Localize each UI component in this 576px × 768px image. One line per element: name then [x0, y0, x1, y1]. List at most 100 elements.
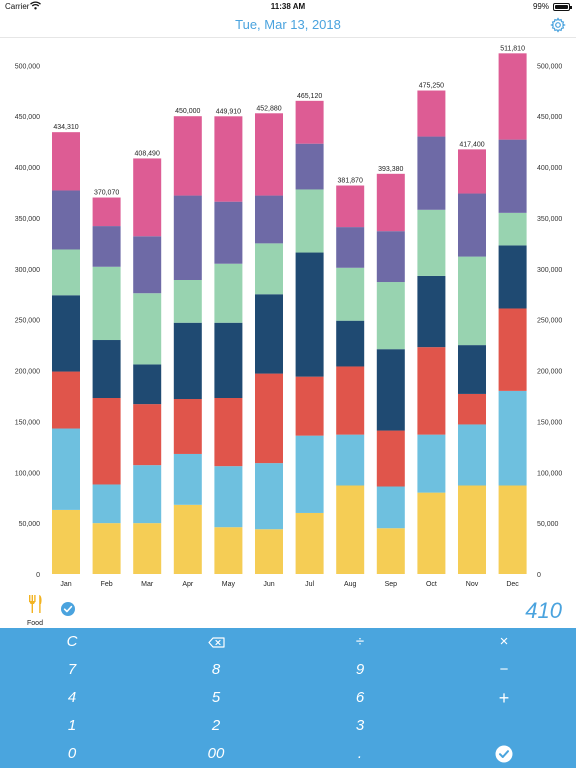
- battery-icon: [553, 3, 572, 11]
- key-8[interactable]: 8: [211, 661, 221, 678]
- bar-segment-apr-0: [173, 504, 202, 574]
- bar-segment-mar-4: [133, 293, 162, 365]
- bar-segment-mar-1: [133, 465, 162, 524]
- status-time: 11:38 AM: [270, 2, 306, 11]
- bar-segment-jun-5: [255, 195, 283, 244]
- key-0[interactable]: 0: [67, 745, 77, 762]
- bar-total-label: 370,070: [94, 190, 119, 197]
- key-9[interactable]: 9: [355, 661, 365, 678]
- y-tick-label-left: 500,000: [15, 63, 40, 70]
- bar-segment-sep-2: [376, 430, 405, 487]
- bar-segment-may-4: [214, 263, 243, 323]
- key-confirm[interactable]: [432, 740, 576, 768]
- key-4[interactable]: 4: [67, 689, 77, 706]
- bar-segment-jan-3: [52, 295, 80, 372]
- bar-segment-jun-0: [255, 529, 283, 574]
- key-2[interactable]: 2: [211, 717, 221, 734]
- bar-segment-nov-5: [458, 193, 486, 257]
- bar-segment-dec-3: [498, 245, 527, 309]
- bar-segment-sep-5: [376, 231, 405, 283]
- bar-segment-jan-5: [52, 190, 80, 250]
- bar-segment-aug-5: [336, 227, 365, 268]
- key-00[interactable]: 00: [207, 745, 225, 762]
- carrier-label: Carrier: [5, 2, 30, 11]
- key-6[interactable]: 6: [355, 689, 365, 706]
- category-label: Food: [27, 620, 43, 627]
- bar-segment-jun-1: [255, 463, 283, 530]
- y-tick-label-right: 300,000: [537, 267, 562, 274]
- y-tick-label-right: 50,000: [537, 521, 559, 528]
- x-tick-label: Jul: [305, 581, 314, 588]
- bar-segment-jan-0: [52, 509, 80, 574]
- key-7[interactable]: 7: [67, 661, 77, 678]
- bar-segment-oct-3: [417, 275, 446, 348]
- y-tick-label-right: 0: [537, 572, 541, 579]
- bar-total-label: 449,910: [216, 108, 241, 115]
- key-minus[interactable]: −: [499, 661, 509, 678]
- bar-segment-nov-1: [458, 424, 486, 486]
- bar-total-label: 452,880: [256, 105, 281, 112]
- bar-segment-oct-2: [417, 347, 446, 435]
- bar-segment-oct-0: [417, 492, 446, 574]
- bar-segment-oct-6: [417, 90, 446, 137]
- check-circle-icon: [495, 745, 513, 763]
- key-clear[interactable]: C: [66, 633, 78, 650]
- y-tick-label-left: 100,000: [15, 470, 40, 477]
- category-row: Food 410: [0, 592, 576, 628]
- key-backspace[interactable]: [144, 628, 288, 656]
- bar-segment-aug-1: [336, 434, 365, 486]
- date-title[interactable]: Tue, Mar 13, 2018: [235, 17, 341, 32]
- bar-segment-feb-5: [92, 226, 121, 267]
- bar-segment-jan-4: [52, 249, 80, 296]
- key-3[interactable]: 3: [355, 717, 365, 734]
- bar-segment-mar-0: [133, 523, 162, 574]
- y-tick-label-left: 350,000: [15, 216, 40, 223]
- check-circle-icon: [61, 602, 75, 616]
- x-tick-label: Oct: [426, 581, 437, 588]
- battery-percentage: 99%: [532, 2, 549, 11]
- category-food[interactable]: Food: [18, 594, 52, 627]
- bar-segment-sep-3: [376, 349, 405, 431]
- monthly-expense-chart: 0 0 50,000 50,000 100,000 100,000 150,000 150,0…: [0, 40, 576, 592]
- bar-segment-jun-4: [255, 243, 283, 295]
- bar-total-label: 434,310: [53, 124, 78, 131]
- key-1[interactable]: 1: [67, 717, 77, 734]
- bar-segment-may-3: [214, 322, 243, 399]
- bar-segment-sep-4: [376, 282, 405, 350]
- key-5[interactable]: 5: [211, 689, 221, 706]
- key-decimal[interactable]: .: [357, 745, 363, 762]
- bar-total-label: 381,870: [338, 178, 363, 185]
- y-tick-label-left: 150,000: [15, 419, 40, 426]
- key-multiply[interactable]: ×: [499, 633, 509, 650]
- bar-segment-may-6: [214, 116, 243, 202]
- bar-segment-nov-4: [458, 256, 486, 346]
- bar-segment-dec-4: [498, 212, 527, 246]
- bar-segment-jul-6: [295, 100, 324, 144]
- gear-icon[interactable]: [550, 17, 566, 33]
- bar-segment-jan-2: [52, 371, 80, 429]
- y-tick-label-right: 100,000: [537, 470, 562, 477]
- y-tick-label-right: 200,000: [537, 369, 562, 376]
- x-tick-label: Feb: [101, 581, 113, 588]
- y-tick-label-right: 400,000: [537, 165, 562, 172]
- y-tick-label-left: 0: [36, 572, 40, 579]
- bar-segment-may-5: [214, 201, 243, 264]
- y-tick-label-left: 250,000: [15, 318, 40, 325]
- y-tick-label-left: 50,000: [19, 521, 41, 528]
- bar-segment-oct-4: [417, 209, 446, 276]
- y-tick-label-left: 300,000: [15, 267, 40, 274]
- y-tick-label-left: 450,000: [15, 114, 40, 121]
- bar-segment-aug-3: [336, 320, 365, 367]
- bar-segment-apr-2: [173, 399, 202, 454]
- y-tick-label-right: 450,000: [537, 114, 562, 121]
- key-divide[interactable]: ÷: [355, 633, 365, 650]
- x-tick-label: May: [222, 581, 236, 588]
- bar-total-label: 393,380: [378, 166, 403, 173]
- bar-segment-jul-1: [295, 435, 324, 513]
- bar-segment-jun-3: [255, 294, 283, 374]
- bar-segment-feb-0: [92, 523, 121, 574]
- wifi-icon: [30, 1, 41, 12]
- key-plus[interactable]: +: [498, 688, 510, 708]
- bar-segment-sep-6: [376, 173, 405, 232]
- bar-segment-nov-0: [458, 485, 486, 574]
